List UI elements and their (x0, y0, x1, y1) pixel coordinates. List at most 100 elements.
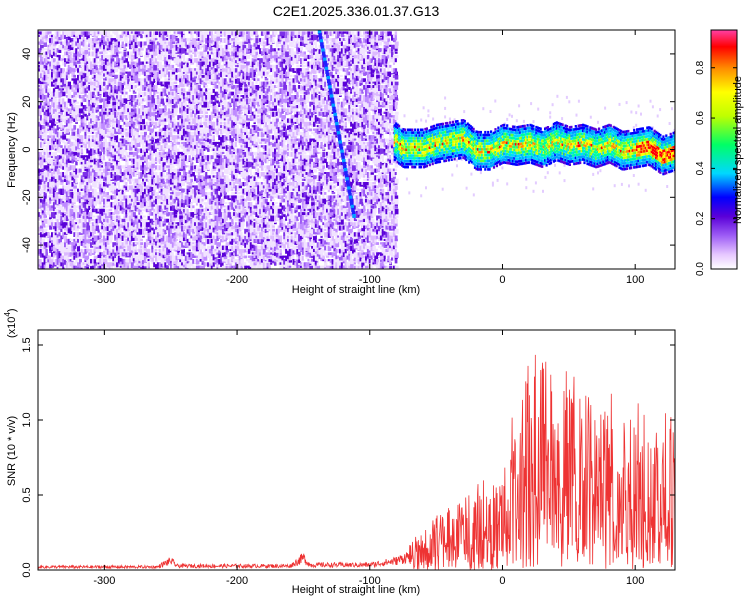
heatmap-noise-cell (158, 242, 162, 246)
heatmap-noise-cell (168, 41, 171, 46)
heatmap-noise-cell (90, 85, 93, 91)
heatmap-noise-cell (123, 212, 126, 217)
heatmap-noise-cell (110, 195, 114, 200)
heatmap-noise-cell (127, 212, 130, 215)
heatmap-noise-cell (166, 242, 170, 248)
heatmap-noise-cell (142, 41, 145, 46)
heatmap-noise-cell (143, 115, 147, 119)
heatmap-noise-cell (106, 161, 111, 168)
heatmap-noise-cell (162, 34, 166, 41)
heatmap-noise-cell (78, 118, 82, 122)
heatmap-noise-cell (155, 58, 158, 64)
heatmap-noise-cell (129, 44, 132, 50)
heatmap-noise-cell (132, 215, 136, 221)
heatmap-noise-cell (145, 91, 149, 95)
heatmap-noise-cell (132, 172, 136, 177)
heatmap-noise-cell (77, 41, 81, 48)
heatmap-noise-cell (129, 215, 133, 221)
heatmap-noise-cell (143, 78, 147, 83)
heatmap-noise-cell (142, 148, 145, 153)
heatmap-noise-cell (153, 212, 157, 218)
heatmap-noise-cell (110, 228, 113, 235)
heatmap-noise-cell (99, 238, 103, 243)
heatmap-noise-cell (38, 61, 41, 65)
heatmap-noise-cell (123, 108, 126, 114)
heatmap-noise-cell (142, 208, 146, 212)
heatmap-noise-cell (99, 145, 103, 150)
heatmap-noise-cell (130, 131, 134, 137)
heatmap-noise-cell (45, 232, 50, 236)
heatmap-noise-cell (64, 185, 67, 190)
heatmap-noise-cell (162, 255, 166, 259)
heatmap-noise-cell (75, 145, 78, 151)
heatmap-noise-cell (75, 248, 78, 251)
heatmap-noise-cell (54, 185, 58, 191)
heatmap-noise-cell (62, 212, 66, 218)
heatmap-noise-cell (101, 182, 104, 188)
heatmap-noise-cell (43, 228, 47, 234)
heatmap-noise-cell (67, 228, 71, 234)
heatmap-noise-cell (127, 51, 131, 56)
heatmap-noise-cell (67, 185, 71, 190)
heatmap-noise-cell (201, 105, 204, 108)
heatmap-noise-cell (110, 148, 114, 153)
heatmap-noise-cell (112, 115, 115, 119)
heatmap-noise-cell (149, 175, 153, 179)
heatmap-noise-cell (84, 245, 88, 249)
heatmap-noise-cell (151, 135, 155, 140)
heatmap-noise-cell (93, 58, 97, 63)
heatmap-noise-cell (130, 61, 134, 68)
heatmap-noise-cell (116, 48, 119, 53)
heatmap-noise-cell (143, 175, 148, 178)
heatmap-noise-cell (78, 81, 82, 86)
heatmap-noise-cell (95, 74, 99, 81)
heatmap-noise-cell (132, 38, 136, 43)
heatmap-noise-cell (116, 165, 119, 169)
heatmap-noise-cell (145, 158, 148, 164)
heatmap-noise-cell (125, 259, 128, 263)
heatmap-noise-cell (138, 88, 141, 94)
heatmap-noise-cell (51, 182, 55, 187)
heatmap-noise-cell (110, 88, 114, 93)
heatmap-noise-cell (162, 71, 167, 78)
heatmap-noise-cell (173, 81, 178, 84)
heatmap-noise-cell (95, 165, 100, 171)
heatmap-noise-cell (156, 242, 160, 248)
heatmap-noise-cell (108, 232, 111, 236)
heatmap-noise-cell (158, 135, 163, 141)
heatmap-noise-cell (51, 81, 55, 87)
heatmap-noise-cell (39, 81, 44, 85)
heatmap-noise-cell (132, 222, 136, 228)
heatmap-noise-cell (121, 155, 126, 161)
heatmap-noise-cell (108, 91, 112, 97)
heatmap-noise-cell (164, 235, 167, 242)
heatmap-noise-cell (145, 88, 150, 91)
heatmap-noise-cell (127, 245, 130, 250)
heatmap-noise-cell (97, 31, 100, 35)
heatmap-noise-cell (162, 135, 166, 138)
heatmap-noise-cell (58, 228, 61, 233)
heatmap-noise-cell (90, 38, 93, 43)
heatmap-noise-cell (84, 121, 87, 127)
heatmap-noise-cell (73, 205, 76, 210)
heatmap-noise-cell (84, 235, 88, 242)
heatmap-noise-cell (43, 38, 47, 43)
heatmap-noise-cell (43, 88, 47, 95)
heatmap-noise-cell (116, 168, 120, 174)
heatmap-noise-cell (93, 218, 97, 223)
heatmap-noise-cell (45, 212, 49, 215)
heatmap-noise-cell (49, 198, 52, 204)
heatmap-noise-cell (86, 71, 90, 76)
heatmap-noise-cell (151, 108, 154, 113)
heatmap-noise-cell (160, 232, 165, 238)
heatmap-noise-cell (88, 158, 92, 163)
heatmap-noise-cell (114, 135, 119, 140)
heatmap-noise-cell (116, 262, 119, 268)
heatmap-noise-cell (73, 101, 76, 108)
heatmap-noise-cell (188, 64, 191, 68)
heatmap-noise-cell (153, 148, 157, 154)
heatmap-noise-cell (151, 192, 155, 196)
heatmap-noise-cell (129, 202, 132, 208)
heatmap-noise-cell (190, 242, 193, 247)
heatmap-noise-cell (86, 128, 90, 132)
